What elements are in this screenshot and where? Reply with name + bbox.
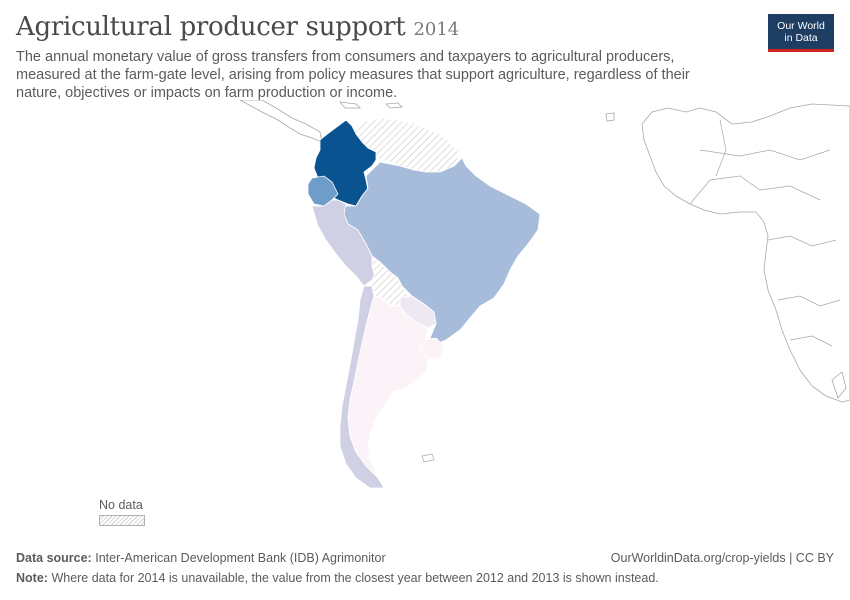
owid-logo[interactable]: Our World in Data bbox=[768, 14, 834, 52]
africa-inner-border bbox=[767, 235, 837, 247]
central-america-outline bbox=[239, 100, 323, 143]
legend-no-data-swatch bbox=[99, 515, 145, 526]
note-line: Note: Where data for 2014 is unavailable… bbox=[16, 568, 834, 588]
note-label: Note: bbox=[16, 571, 48, 585]
legend-no-data-label: No data bbox=[99, 498, 143, 512]
data-source-text[interactable]: Inter-American Development Bank (IDB) Ag… bbox=[95, 551, 386, 565]
choropleth-map: 1%2%4%6%8%10%15%20%30% bbox=[239, 100, 850, 489]
country-argentina bbox=[347, 295, 429, 477]
madagascar-outline bbox=[831, 371, 847, 399]
africa-outline bbox=[641, 103, 850, 403]
africa-inner-border bbox=[699, 149, 831, 161]
caribbean-island bbox=[385, 102, 403, 109]
falkland-islands bbox=[421, 453, 435, 463]
legend: No data bbox=[0, 496, 850, 536]
footer: Data source: Inter-American Development … bbox=[16, 548, 834, 588]
africa-inner-border bbox=[689, 175, 821, 205]
africa-inner-border bbox=[715, 119, 727, 177]
note-text: Where data for 2014 is unavailable, the … bbox=[51, 571, 659, 585]
africa-inner-border bbox=[789, 335, 833, 347]
chart-year: 2014 bbox=[413, 19, 460, 40]
chart-header: Agricultural producer support 2014 The a… bbox=[16, 12, 756, 102]
caribbean-island bbox=[339, 101, 361, 109]
logo-line-2: in Data bbox=[784, 31, 818, 44]
chart-title: Agricultural producer support bbox=[16, 12, 406, 42]
country-bolivia bbox=[371, 255, 409, 307]
title-line: Agricultural producer support 2014 bbox=[16, 12, 756, 42]
logo-line-1: Our World bbox=[777, 19, 825, 32]
africa-inner-border bbox=[777, 295, 841, 307]
chart-subtitle: The annual monetary value of gross trans… bbox=[16, 49, 690, 101]
data-source-label: Data source: bbox=[16, 551, 92, 565]
source-url-link[interactable]: OurWorldinData.org/crop-yields | CC BY bbox=[610, 551, 834, 565]
caribbean-island bbox=[605, 112, 615, 122]
data-source-line: Data source: Inter-American Development … bbox=[16, 548, 834, 568]
